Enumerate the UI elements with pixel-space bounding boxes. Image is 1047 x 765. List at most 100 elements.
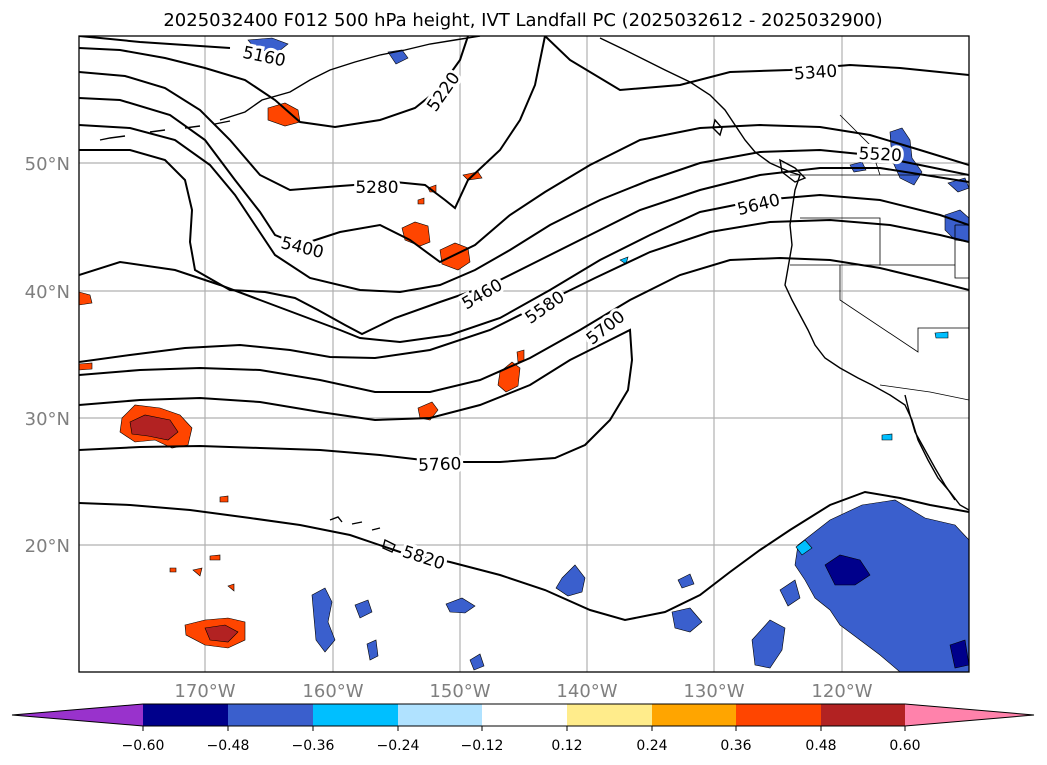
neg-blob-southeast-rim	[795, 539, 813, 556]
coastlines	[99, 36, 969, 553]
pos-blob-small-1	[209, 554, 221, 561]
pos-blob-center-8	[417, 197, 425, 205]
lon-label-130w: 130°W	[683, 681, 744, 702]
contour-5340	[544, 36, 969, 92]
alaska-panhandle	[599, 37, 801, 176]
vancouver-island	[779, 158, 807, 183]
neg-blob-north-2	[387, 49, 409, 65]
contour-label-5520: 5520	[858, 144, 902, 166]
colorbar-segment-6	[567, 704, 652, 726]
us-mexico-border	[879, 384, 969, 401]
neg-blob-mid-5	[311, 587, 336, 653]
colorbar-tick-label: 0.12	[551, 738, 582, 754]
figure-title: 2025032400 F012 500 hPa height, IVT Land…	[163, 10, 882, 31]
contour-5220	[79, 36, 469, 129]
north-america-west-coast	[784, 174, 969, 511]
neg-blob-north-1	[247, 37, 289, 53]
state-border-3	[839, 265, 969, 353]
pos-blob-west-edge-1	[79, 291, 93, 306]
colorbar-extend-low	[12, 704, 143, 726]
neg-blob-mid-4	[469, 653, 485, 671]
contour-5640	[79, 218, 969, 363]
latitude-axis: 50°N 40°N 30°N 20°N	[25, 154, 70, 557]
canada-inner	[839, 114, 881, 176]
lon-label-120w: 120°W	[811, 681, 872, 702]
state-border-1	[800, 217, 955, 266]
colorbar-segment-5	[482, 704, 567, 726]
neg-blob-mid-6	[354, 599, 373, 619]
longitude-axis: 170°W 160°W 150°W 140°W 130°W 120°W	[174, 681, 872, 702]
neg-blob-mid-1	[555, 564, 586, 597]
colorbar-tick-label: 0.48	[805, 738, 836, 754]
colorbar-segment-8	[736, 704, 821, 726]
contour-5160	[79, 36, 231, 49]
neg-blob-southeast-core-2	[949, 639, 969, 669]
pos-blob-center-4	[417, 401, 439, 421]
colorbar-segment-2	[228, 704, 313, 726]
aleutian-chain	[99, 120, 231, 141]
hawaii-islands	[329, 516, 396, 553]
pos-blob-center-2	[439, 242, 471, 271]
lon-label-140w: 140°W	[556, 681, 617, 702]
contour-5400	[79, 97, 969, 264]
colorbar-segment-1	[143, 704, 228, 726]
pos-blob-small-5	[169, 567, 177, 573]
contour-label-5340: 5340	[793, 62, 838, 85]
contour-5580	[79, 193, 969, 344]
neg-blob-small-2	[881, 433, 893, 441]
contour-label-5280: 5280	[355, 178, 398, 198]
lat-label-40n: 40°N	[25, 282, 70, 303]
pos-blob-small-2	[219, 495, 229, 503]
haida-gwaii	[712, 118, 723, 137]
colorbar-segment-3	[313, 704, 398, 726]
neg-blob-mid-3	[445, 597, 476, 614]
contour-5700	[79, 256, 969, 393]
neg-blob-southeast-core	[824, 554, 871, 586]
neg-blob-small-1	[934, 331, 949, 339]
pos-blob-west-edge-2	[79, 362, 93, 371]
negative-ivt-regions	[247, 37, 969, 672]
colorbar-tick-label: 0.60	[889, 738, 920, 754]
colorbar-segment-7	[652, 704, 736, 726]
colorbar-tick-label: −0.36	[292, 738, 335, 754]
neg-blob-coast-1	[751, 619, 786, 669]
neg-blob-coast-2	[779, 579, 801, 607]
lat-label-30n: 30°N	[25, 409, 70, 430]
neg-blob-coast-3	[671, 607, 703, 633]
colorbar-tick-label: −0.24	[377, 738, 420, 754]
colorbar-tickmarks	[142, 726, 906, 731]
map-panel: 5160 5220 5280 5340 5400 5460 5520 5580 …	[79, 36, 969, 672]
map-frame	[78, 35, 970, 673]
contour-5460	[79, 124, 969, 294]
neg-blob-southeast	[794, 499, 969, 672]
contour-5520	[79, 149, 969, 336]
lat-label-50n: 50°N	[25, 154, 70, 175]
colorbar-segment-9	[821, 704, 905, 726]
pos-blob-small-4	[227, 583, 235, 592]
pos-blob-small-3	[192, 567, 203, 577]
contour-label-5760: 5760	[418, 454, 462, 475]
contour-5760	[79, 328, 634, 463]
colorbar-extend-high	[905, 704, 1034, 726]
lat-label-20n: 20°N	[25, 536, 70, 557]
colorbar: −0.60 −0.48 −0.36 −0.24 −0.12 0.12 0.24 …	[11, 703, 1035, 754]
colorbar-segment-4	[398, 704, 482, 726]
baja-california	[904, 394, 956, 501]
alaska-coast	[219, 36, 481, 121]
positive-ivt-regions	[79, 102, 525, 649]
colorbar-tick-label: −0.48	[207, 738, 250, 754]
lon-label-160w: 160°W	[302, 681, 363, 702]
neg-blob-mid-2	[677, 573, 695, 589]
colorbar-tick-label: −0.60	[122, 738, 165, 754]
colorbar-tick-label: 0.24	[636, 738, 667, 754]
lon-label-150w: 150°W	[429, 681, 490, 702]
contour-5820	[79, 490, 969, 622]
neg-blob-mid-7	[366, 639, 379, 661]
colorbar-tick-label: 0.36	[720, 738, 751, 754]
lon-label-170w: 170°W	[174, 681, 235, 702]
political-boundaries	[790, 114, 969, 401]
contour-5280	[79, 36, 546, 210]
pos-blob-southwest-core	[204, 624, 239, 643]
height-contours	[79, 36, 969, 622]
